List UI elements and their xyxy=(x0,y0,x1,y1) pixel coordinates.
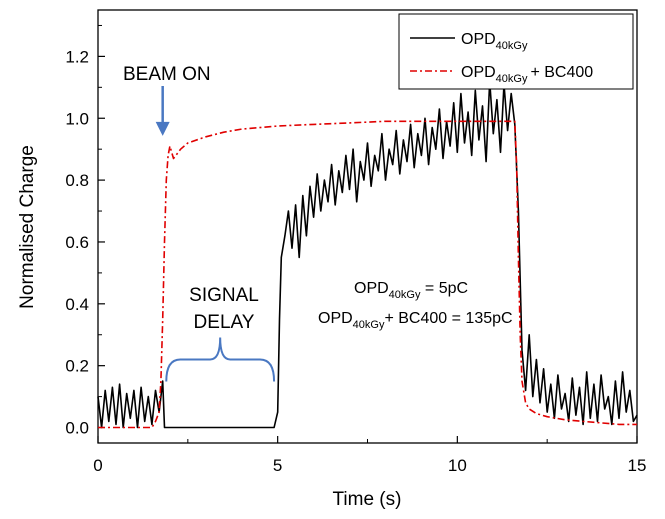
charge-line1-main: OPD xyxy=(354,280,389,297)
charge-line1-suffix: = 5pC xyxy=(420,280,468,297)
charge-line2-sub: 40kGy xyxy=(353,319,385,331)
beam-on-label: BEAM ON xyxy=(123,64,211,85)
signal-delay-brace xyxy=(165,337,276,382)
x-tick-label: 10 xyxy=(448,456,467,475)
series-line-opd-bc400 xyxy=(98,120,637,429)
y-axis-title: Normalised Charge xyxy=(17,145,38,309)
y-tick-label: 0.6 xyxy=(65,233,89,252)
y-axis-ticks: 0.0 0.2 0.4 0.6 0.8 1.0 1.2 xyxy=(65,24,105,438)
y-tick-label: 0.4 xyxy=(65,295,89,314)
charge-line1-sub: 40kGy xyxy=(389,289,421,301)
x-tick-label: 15 xyxy=(628,456,647,475)
legend-label-opd-main: OPD xyxy=(461,31,496,48)
legend-box xyxy=(398,13,634,90)
x-tick-label: 0 xyxy=(93,456,102,475)
series-line-opd xyxy=(97,80,638,429)
charge-annotation-line1: OPD40kGy = 5pC xyxy=(354,280,468,301)
y-tick-label: 0.0 xyxy=(65,419,89,438)
signal-delay-label-line1: SIGNAL xyxy=(189,285,259,306)
x-axis-ticks: 0 5 10 15 xyxy=(93,436,646,475)
signal-delay-label-line2: DELAY xyxy=(194,312,255,333)
legend-label-opd-bc400-suffix: + BC400 xyxy=(530,64,593,81)
arrow-head xyxy=(155,121,170,136)
y-tick-label: 0.2 xyxy=(65,357,89,376)
x-tick-label: 5 xyxy=(273,456,282,475)
charge-line2-suffix: + BC400 = 135pC xyxy=(384,310,512,327)
charge-annotation-line2: OPD40kGy+ BC400 = 135pC xyxy=(318,310,513,331)
x-axis-title: Time (s) xyxy=(333,489,402,510)
legend-label-opd-sub: 40kGy xyxy=(496,40,528,52)
y-tick-label: 1.0 xyxy=(65,109,89,128)
legend: OPD40kGy OPD40kGy + BC400 xyxy=(398,13,634,90)
y-tick-label: 1.2 xyxy=(65,47,89,66)
legend-label-opd-bc400-main: OPD xyxy=(461,64,496,81)
beam-on-arrow xyxy=(155,86,170,136)
legend-label-opd: OPD40kGy xyxy=(461,31,528,52)
series-layer xyxy=(97,80,638,429)
legend-label-opd-bc400: OPD40kGy + BC400 xyxy=(461,64,593,85)
legend-label-opd-bc400-sub: 40kGy xyxy=(496,73,528,85)
charge-line2-main: OPD xyxy=(318,310,353,327)
y-tick-label: 0.8 xyxy=(65,171,89,190)
